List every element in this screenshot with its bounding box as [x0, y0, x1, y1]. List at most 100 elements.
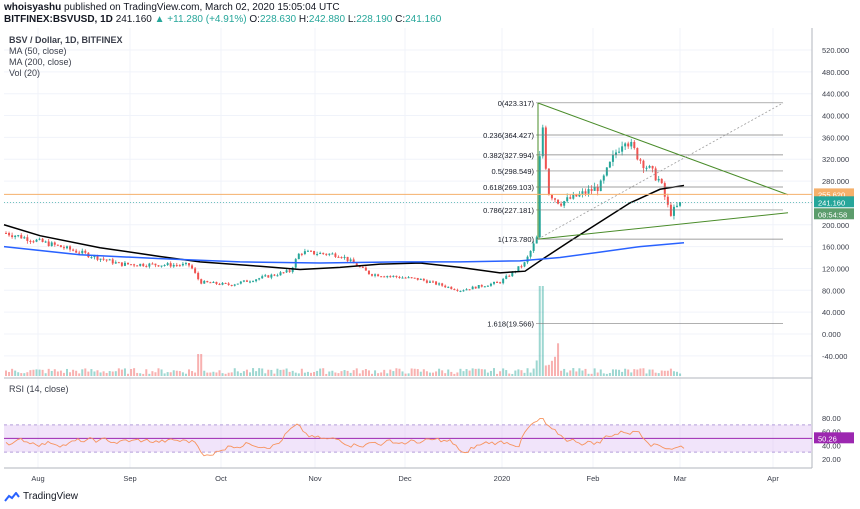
price-change: ▲ +11.280 (+4.91%) — [154, 14, 247, 25]
volume-bar — [160, 369, 163, 376]
candle-body — [313, 250, 316, 255]
volume-bar — [264, 373, 267, 376]
candle-body — [142, 263, 145, 267]
volume-bar — [50, 370, 53, 376]
candle-body — [175, 264, 178, 266]
volume-bar — [489, 370, 492, 376]
brand-name[interactable]: TradingView — [23, 491, 79, 502]
volume-bar — [374, 370, 377, 376]
candle-body — [306, 250, 309, 252]
grid — [4, 28, 812, 468]
volume-bar — [197, 354, 200, 376]
volume-bar — [651, 369, 654, 376]
candle-body — [328, 253, 331, 255]
candle-body — [676, 205, 678, 207]
volume-bar — [383, 369, 386, 376]
price-tick-label: 320.000 — [822, 155, 849, 164]
candle-body — [136, 265, 139, 267]
volume-bar — [618, 369, 621, 376]
volume-bar — [581, 370, 584, 376]
candle-body — [377, 274, 380, 277]
volume-bar — [435, 371, 438, 376]
candle-body — [633, 141, 636, 149]
legend-rsi[interactable]: RSI (14, close) — [9, 384, 69, 394]
candle-body — [340, 257, 343, 259]
volume-bar — [123, 368, 126, 376]
candle-body — [102, 258, 105, 260]
time-axis-label: Sep — [123, 474, 136, 483]
volume-bar — [249, 372, 251, 376]
fib-label: 0(423.317) — [498, 99, 535, 108]
volume-bar — [291, 370, 294, 376]
candle-body — [93, 255, 96, 258]
volume-bar — [14, 370, 17, 376]
candle-body — [416, 277, 419, 280]
candle-body — [8, 233, 11, 236]
volume-bar — [139, 373, 142, 376]
candle-body — [502, 278, 505, 284]
candle-body — [23, 237, 26, 239]
volume-bar — [535, 360, 538, 376]
candle-body — [438, 283, 441, 285]
volume-bar — [605, 373, 608, 376]
candle-body — [178, 265, 181, 267]
candle-body — [480, 285, 483, 287]
candle-body — [413, 277, 416, 279]
candle-body — [398, 276, 401, 278]
volume-bar — [563, 368, 566, 376]
candle-body — [69, 246, 72, 250]
candle-body — [47, 241, 50, 247]
volume-bar — [584, 368, 587, 376]
candle-body — [572, 194, 575, 199]
volume-bar — [166, 372, 169, 376]
candle-body — [404, 277, 407, 279]
volume-bar — [230, 372, 233, 376]
legend-ma200[interactable]: MA (200, close) — [9, 57, 72, 67]
volume-bar — [410, 368, 413, 376]
volume-bar — [23, 373, 26, 376]
candle-body — [215, 281, 218, 284]
candle-body — [541, 127, 544, 157]
last-price-tag-text: 241.160 — [818, 198, 845, 207]
volume-bar — [599, 369, 602, 376]
price-chart[interactable]: 520.000 480.000 440.000 400.000 360.000 320.0… — [0, 28, 860, 488]
volume-bar — [371, 373, 373, 376]
legend-volume[interactable]: Vol (20) — [9, 68, 41, 78]
candle-body — [383, 276, 386, 278]
candle-body — [59, 245, 62, 248]
volume-bar — [352, 370, 355, 376]
volume-bar — [258, 368, 261, 376]
candle-body — [456, 289, 459, 291]
candle-body — [233, 284, 236, 286]
price-tick-label: 480.000 — [822, 68, 849, 77]
candle-body — [32, 241, 35, 243]
candle-body — [462, 290, 465, 292]
volume-bar — [191, 371, 194, 376]
price-tick-label: 280.000 — [822, 177, 849, 186]
volume-bar — [386, 373, 389, 376]
volume-bar — [587, 373, 590, 376]
volume-bar — [364, 369, 367, 376]
volume-bar — [541, 286, 544, 376]
ma200-line — [3, 242, 685, 264]
volume-bar — [560, 370, 563, 376]
candle-body — [194, 268, 197, 273]
candle-body — [361, 266, 364, 268]
candle-body — [81, 250, 84, 254]
high-label: H: — [298, 14, 309, 25]
legend-ma50[interactable]: MA (50, close) — [9, 46, 67, 56]
candle-body — [538, 156, 541, 238]
candle-body — [84, 250, 87, 253]
rsi-value-tag: 50.26 — [814, 432, 854, 444]
candle-body — [276, 275, 279, 277]
volume-bar — [428, 372, 431, 376]
candle-body — [389, 276, 392, 278]
author-name[interactable]: whoisyashu — [4, 2, 62, 13]
volume-bar — [20, 373, 23, 376]
volume-bar — [17, 372, 20, 376]
candle-body — [334, 253, 337, 257]
countdown-tag-bg — [814, 208, 854, 220]
fib-label: 0.236(364.427) — [483, 131, 534, 140]
candle-body — [258, 278, 261, 280]
candle-body — [660, 178, 663, 184]
